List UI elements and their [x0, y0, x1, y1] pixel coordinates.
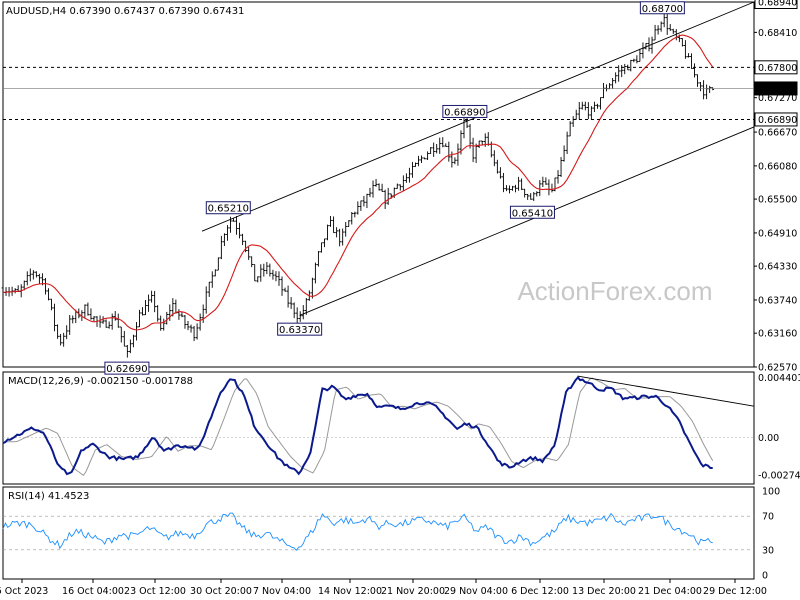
- price-annotation-label: 0.65410: [512, 208, 553, 219]
- price-highlight-label: 0.68940: [758, 0, 797, 9]
- x-tick-label: 6 Dec 12:00: [511, 586, 569, 597]
- x-tick-label: 14 Nov 12:00: [318, 586, 382, 597]
- macd-label: MACD(12,26,9) -0.002150 -0.001788: [8, 376, 193, 387]
- price-highlight-label: 0.67800: [758, 63, 797, 74]
- price-tick-label: 0.63160: [758, 329, 797, 340]
- rsi-tick-label: 30: [762, 545, 774, 556]
- price-tick-label: 0.64330: [758, 262, 797, 273]
- x-tick-label: 29 Nov 04:00: [444, 586, 508, 597]
- price-annotation-box: [104, 361, 150, 375]
- price-highlight-box: [754, 81, 798, 96]
- price-tick-label: 0.65500: [758, 195, 797, 206]
- rsi-tick-label: 0: [762, 571, 768, 582]
- price-tick-label: 0.64910: [758, 228, 797, 239]
- price-annotation-box: [442, 104, 488, 118]
- macd-tick-label: 0.004401: [758, 373, 800, 384]
- price-annotation-label: 0.63370: [279, 325, 320, 336]
- macd-trend-line: [577, 375, 755, 407]
- price-annotation-box: [639, 1, 685, 15]
- symbol-header: AUDUSD,H4 0.67390 0.67437 0.67390 0.6743…: [6, 6, 244, 17]
- x-tick-label: 13 Dec 20:00: [572, 586, 636, 597]
- price-tick-label: 0.68410: [758, 28, 797, 39]
- x-tick-label: 16 Oct 04:00: [62, 586, 124, 597]
- x-tick-label: 7 Nov 04:00: [253, 586, 311, 597]
- price-annotation-box: [205, 201, 251, 215]
- price-tick-label: 0.66080: [758, 161, 797, 172]
- rsi-tick-label: 100: [762, 487, 780, 498]
- price-annotation-label: 0.62690: [106, 364, 147, 375]
- moving-average-line: [2, 34, 714, 331]
- x-tick-label: 29 Dec 12:00: [703, 586, 767, 597]
- price-tick-label: 0.63740: [758, 295, 797, 306]
- rsi-tick-label: 70: [762, 512, 774, 523]
- macd-tick-label: 0.00: [758, 433, 779, 444]
- price-tick-label: 0.67270: [758, 93, 797, 104]
- price-tick-label: 0.66670: [758, 128, 797, 139]
- x-tick-label: 21 Dec 04:00: [638, 586, 702, 597]
- x-tick-label: 23 Oct 12:00: [124, 586, 186, 597]
- price-annotation-label: 0.66890: [444, 107, 485, 118]
- x-tick-label: 21 Nov 20:00: [381, 586, 445, 597]
- price-highlight-box: [754, 0, 798, 9]
- x-tick-label: 30 Oct 20:00: [190, 586, 252, 597]
- macd-panel: [2, 371, 755, 485]
- channel-line: [299, 126, 755, 316]
- price-annotation-label: 0.65210: [208, 204, 249, 215]
- price-highlight-label: 0.66890: [758, 115, 797, 126]
- rsi-label: RSI(14) 41.4523: [8, 491, 89, 502]
- rsi-line: [2, 512, 713, 551]
- price-tick-label: 0.62570: [758, 363, 797, 374]
- x-tick-label: 6 Oct 2023: [0, 586, 48, 597]
- price-highlight-box: [754, 60, 798, 75]
- price-annotation-box: [277, 322, 323, 336]
- price-highlight-label: 0.67431: [758, 84, 797, 95]
- macd-line: [2, 375, 713, 476]
- watermark: ActionForex.com: [517, 276, 712, 306]
- price-highlight-box: [754, 112, 798, 127]
- price-annotation-label: 0.68700: [642, 4, 683, 15]
- rsi-panel: [2, 486, 755, 580]
- price-annotation-box: [509, 205, 555, 219]
- macd-tick-label: -0.002744: [758, 471, 800, 482]
